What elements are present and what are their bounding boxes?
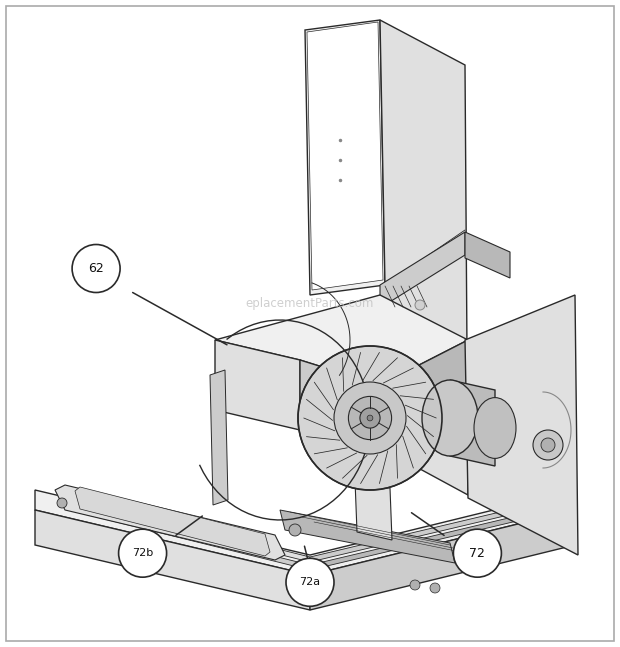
Polygon shape xyxy=(75,487,270,556)
Circle shape xyxy=(57,498,67,508)
Text: 72a: 72a xyxy=(299,577,321,587)
Polygon shape xyxy=(305,20,385,295)
Polygon shape xyxy=(215,295,468,385)
Circle shape xyxy=(118,529,167,577)
Polygon shape xyxy=(450,380,495,466)
Circle shape xyxy=(72,245,120,292)
Polygon shape xyxy=(307,22,383,290)
Ellipse shape xyxy=(422,380,478,456)
Polygon shape xyxy=(465,232,510,278)
Circle shape xyxy=(286,558,334,606)
Polygon shape xyxy=(310,499,555,562)
Circle shape xyxy=(430,583,440,593)
Circle shape xyxy=(360,408,380,428)
Circle shape xyxy=(410,580,420,590)
Polygon shape xyxy=(35,510,310,610)
Circle shape xyxy=(453,529,502,577)
Polygon shape xyxy=(35,490,575,575)
Circle shape xyxy=(541,438,555,452)
Polygon shape xyxy=(465,295,578,555)
Polygon shape xyxy=(210,370,228,505)
Polygon shape xyxy=(280,510,455,563)
Polygon shape xyxy=(355,480,392,540)
Text: 72b: 72b xyxy=(132,548,153,558)
Polygon shape xyxy=(300,360,380,455)
Circle shape xyxy=(348,397,392,439)
Text: eplacementParts.com: eplacementParts.com xyxy=(246,297,374,310)
Polygon shape xyxy=(310,510,575,610)
Circle shape xyxy=(289,524,301,536)
Polygon shape xyxy=(380,232,465,308)
Circle shape xyxy=(415,300,425,310)
Polygon shape xyxy=(80,500,310,562)
Polygon shape xyxy=(55,485,285,560)
Circle shape xyxy=(533,430,563,460)
Ellipse shape xyxy=(474,398,516,459)
Polygon shape xyxy=(380,340,468,455)
Polygon shape xyxy=(80,508,310,570)
Text: 72: 72 xyxy=(469,547,485,560)
Circle shape xyxy=(367,415,373,421)
Circle shape xyxy=(334,382,406,454)
Text: 62: 62 xyxy=(88,262,104,275)
Polygon shape xyxy=(380,20,468,495)
Polygon shape xyxy=(310,507,555,570)
Circle shape xyxy=(298,346,442,490)
Polygon shape xyxy=(215,340,300,430)
